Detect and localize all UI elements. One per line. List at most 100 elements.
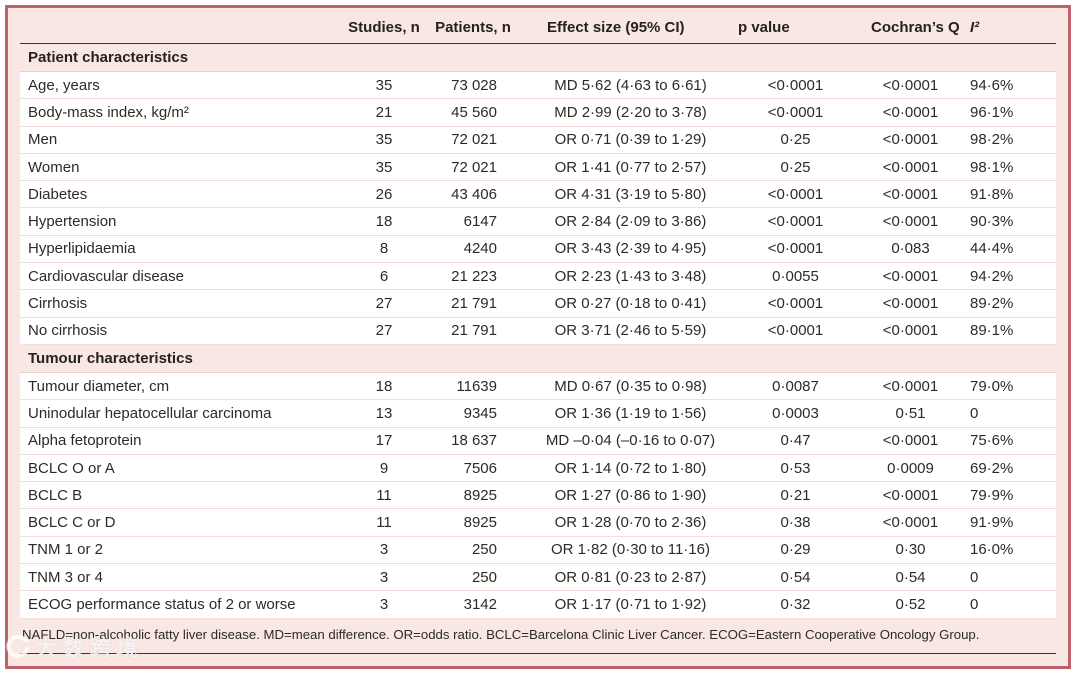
patients-cell: 18 637 [451, 432, 497, 450]
p-value-cell: 0·0087 [772, 377, 819, 395]
table-row: No cirrhosis 27 21 791 OR 3·71 (2·46 to 5·5… [20, 317, 1056, 345]
patients-cell: 21 791 [451, 322, 497, 340]
row-label-cell: Cardiovascular disease [28, 267, 184, 285]
p-value-cell: <0·0001 [767, 103, 824, 121]
cochran-q-cell: 0·51 [895, 404, 926, 422]
studies-cell: 35 [375, 76, 393, 94]
header-studies: Studies, n [348, 19, 420, 36]
row-label-cell: TNM 3 or 4 [28, 568, 104, 586]
effect-size-cell: OR 1·82 (0·30 to 11·16) [551, 541, 710, 559]
p-value-cell: 0·21 [780, 486, 811, 504]
patients-cell: 43 406 [451, 185, 497, 203]
i2-cell: 69·2% [970, 459, 1014, 477]
i2-cell: 44·4% [970, 240, 1014, 258]
row-label-cell: Hypertension [28, 213, 117, 231]
effect-size-cell: OR 1·41 (0·77 to 2·57) [554, 158, 707, 176]
effect-size-cell: OR 1·28 (0·70 to 2·36) [554, 514, 707, 532]
i2-cell: 0 [970, 568, 979, 586]
row-label-cell: Body-mass index, kg/m² [28, 103, 189, 121]
table-row: Hypertension 18 6147 OR 2·84 (2·09 to 3·86)… [20, 208, 1056, 236]
studies-cell: 6 [379, 267, 389, 285]
studies-cell: 11 [376, 486, 392, 504]
studies-cell: 3 [379, 568, 389, 586]
cochran-q-cell: <0·0001 [882, 267, 939, 285]
p-value-cell: <0·0001 [767, 213, 824, 231]
i2-cell: 91·9% [970, 514, 1014, 532]
row-label-cell: Women [28, 158, 80, 176]
table-row: Body-mass index, kg/m² 21 45 560 MD 2·99 (2… [20, 99, 1056, 127]
studies-cell: 3 [379, 595, 389, 613]
patients-cell: 250 [471, 541, 497, 559]
cochran-q-cell: <0·0001 [882, 185, 939, 203]
section-row: Patient characteristics [20, 44, 1056, 72]
cochran-q-cell: <0·0001 [882, 158, 939, 176]
table-header-row: Studies, n Patients, n Effect size (95% … [20, 8, 1056, 44]
row-label-cell: ECOG performance status of 2 or worse [28, 595, 296, 613]
row-label-cell: BCLC O or A [28, 459, 115, 477]
table-body: Patient characteristics Age, years 35 73 02… [20, 44, 1056, 619]
studies-cell: 8 [379, 240, 389, 258]
header-cochran-q: Cochran’s Q [871, 19, 960, 36]
patients-cell: 21 223 [451, 267, 497, 285]
cochran-q-cell: 0·54 [895, 568, 926, 586]
studies-cell: 18 [375, 377, 393, 395]
table-row: BCLC O or A 9 7506 OR 1·14 (0·72 to 1·80) 0·… [20, 454, 1056, 483]
cochran-q-cell: <0·0001 [882, 295, 939, 313]
i2-cell: 98·2% [970, 131, 1014, 149]
i2-cell: 0 [970, 404, 979, 422]
effect-size-cell: OR 1·36 (1·19 to 1·56) [554, 404, 707, 422]
p-value-cell: 0·0003 [772, 404, 819, 422]
cochran-q-cell: <0·0001 [882, 76, 939, 94]
p-value-cell: 0·29 [780, 541, 811, 559]
row-label-cell: Uninodular hepatocellular carcinoma [28, 404, 272, 422]
patients-cell: 73 028 [451, 76, 497, 94]
patients-cell: 11639 [456, 377, 497, 395]
patients-cell: 45 560 [451, 103, 497, 121]
p-value-cell: 0·47 [780, 432, 811, 450]
cochran-q-cell: <0·0001 [882, 486, 939, 504]
header-p-value: p value [738, 19, 790, 36]
patients-cell: 6147 [463, 213, 497, 231]
studies-cell: 11 [376, 514, 392, 532]
p-value-cell: 0·38 [780, 514, 811, 532]
row-label-cell: No cirrhosis [28, 322, 108, 340]
effect-size-cell: OR 1·14 (0·72 to 1·80) [554, 459, 707, 477]
effect-size-cell: OR 4·31 (3·19 to 5·80) [554, 185, 707, 203]
studies-cell: 21 [375, 103, 393, 121]
effect-size-cell: MD 0·67 (0·35 to 0·98) [554, 377, 707, 395]
p-value-cell: <0·0001 [767, 185, 824, 203]
studies-cell: 17 [375, 432, 393, 450]
i2-cell: 91·8% [970, 185, 1014, 203]
cochran-q-cell: <0·0001 [882, 377, 939, 395]
table-row: Cardiovascular disease 6 21 223 OR 2·23 (1·… [20, 263, 1056, 291]
studies-cell: 35 [375, 158, 393, 176]
p-value-cell: 0·0055 [772, 267, 819, 285]
header-patients: Patients, n [435, 19, 511, 36]
i2-cell: 16·0% [970, 541, 1014, 559]
journal-table: Studies, n Patients, n Effect size (95% … [5, 5, 1071, 669]
cochran-q-cell: <0·0001 [882, 322, 939, 340]
patients-cell: 21 791 [451, 295, 497, 313]
row-label-cell: Cirrhosis [28, 295, 88, 313]
effect-size-cell: OR 2·23 (1·43 to 3·48) [554, 267, 707, 285]
studies-cell: 35 [375, 131, 393, 149]
cochran-q-cell: 0·0009 [887, 459, 934, 477]
row-label-cell: Diabetes [28, 185, 88, 203]
effect-size-cell: OR 0·71 (0·39 to 1·29) [554, 131, 707, 149]
patients-cell: 72 021 [451, 131, 497, 149]
table-row: Alpha fetoprotein 17 18 637 MD –0·04 (–0·16… [20, 427, 1056, 455]
p-value-cell: <0·0001 [767, 240, 824, 258]
i2-cell: 0 [970, 595, 979, 613]
table-row: TNM 3 or 4 3 250 OR 0·81 (0·23 to 2·87) 0·54… [20, 564, 1056, 592]
studies-cell: 27 [375, 295, 393, 313]
p-value-cell: 0·25 [780, 131, 811, 149]
effect-size-cell: OR 1·17 (0·71 to 1·92) [554, 595, 707, 613]
table-row: Women 35 72 021 OR 1·41 (0·77 to 2·57) 0·25 <… [20, 153, 1056, 182]
cochran-q-cell: <0·0001 [882, 514, 939, 532]
table-row: Cirrhosis 27 21 791 OR 0·27 (0·18 to 0·41) <… [20, 290, 1056, 318]
studies-cell: 27 [375, 322, 393, 340]
row-label-cell: Hyperlipidaemia [28, 240, 136, 258]
row-label-cell: BCLC B [28, 486, 83, 504]
patients-cell: 7506 [463, 459, 497, 477]
patients-cell: 8925 [463, 514, 497, 532]
